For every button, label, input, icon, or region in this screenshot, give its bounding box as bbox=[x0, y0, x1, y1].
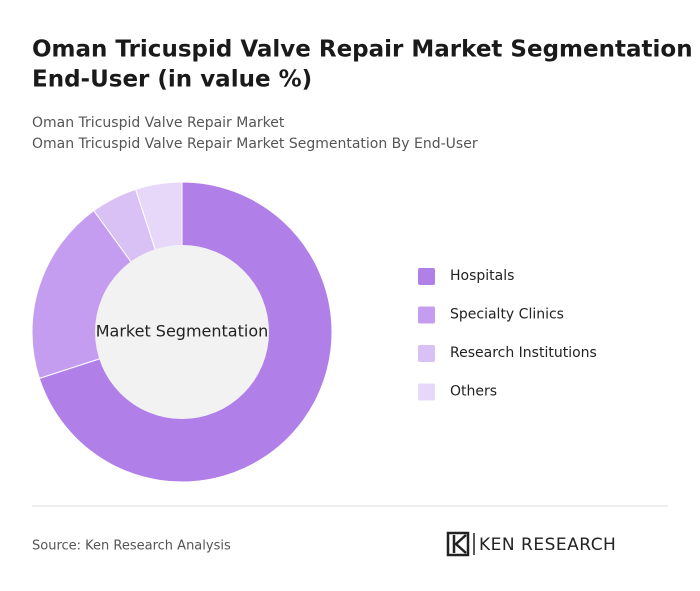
logo bbox=[446, 531, 475, 557]
legend-label: Specialty Clinics bbox=[450, 307, 564, 323]
legend-label: Others bbox=[450, 384, 497, 400]
chart-title: End-User (in value %) bbox=[32, 67, 312, 93]
source: Source: Ken Research Analysis bbox=[32, 539, 231, 554]
legend-swatch bbox=[418, 306, 435, 324]
center-label: Market Segmentation bbox=[96, 322, 269, 341]
chart-title: Oman Tricuspid Valve Repair Market Segme… bbox=[32, 37, 700, 63]
donut-hole bbox=[95, 245, 269, 419]
subtitle: Oman Tricuspid Valve Repair Market Segme… bbox=[32, 136, 478, 152]
legend-label: Hospitals bbox=[450, 268, 514, 284]
legend-label: Research Institutions bbox=[450, 345, 597, 361]
legend-swatch bbox=[418, 345, 435, 362]
subtitle: Oman Tricuspid Valve Repair Market bbox=[32, 115, 285, 131]
legend-swatch bbox=[418, 268, 435, 285]
legend-swatch bbox=[418, 383, 435, 401]
brand: KEN RESEARCH bbox=[479, 535, 616, 555]
